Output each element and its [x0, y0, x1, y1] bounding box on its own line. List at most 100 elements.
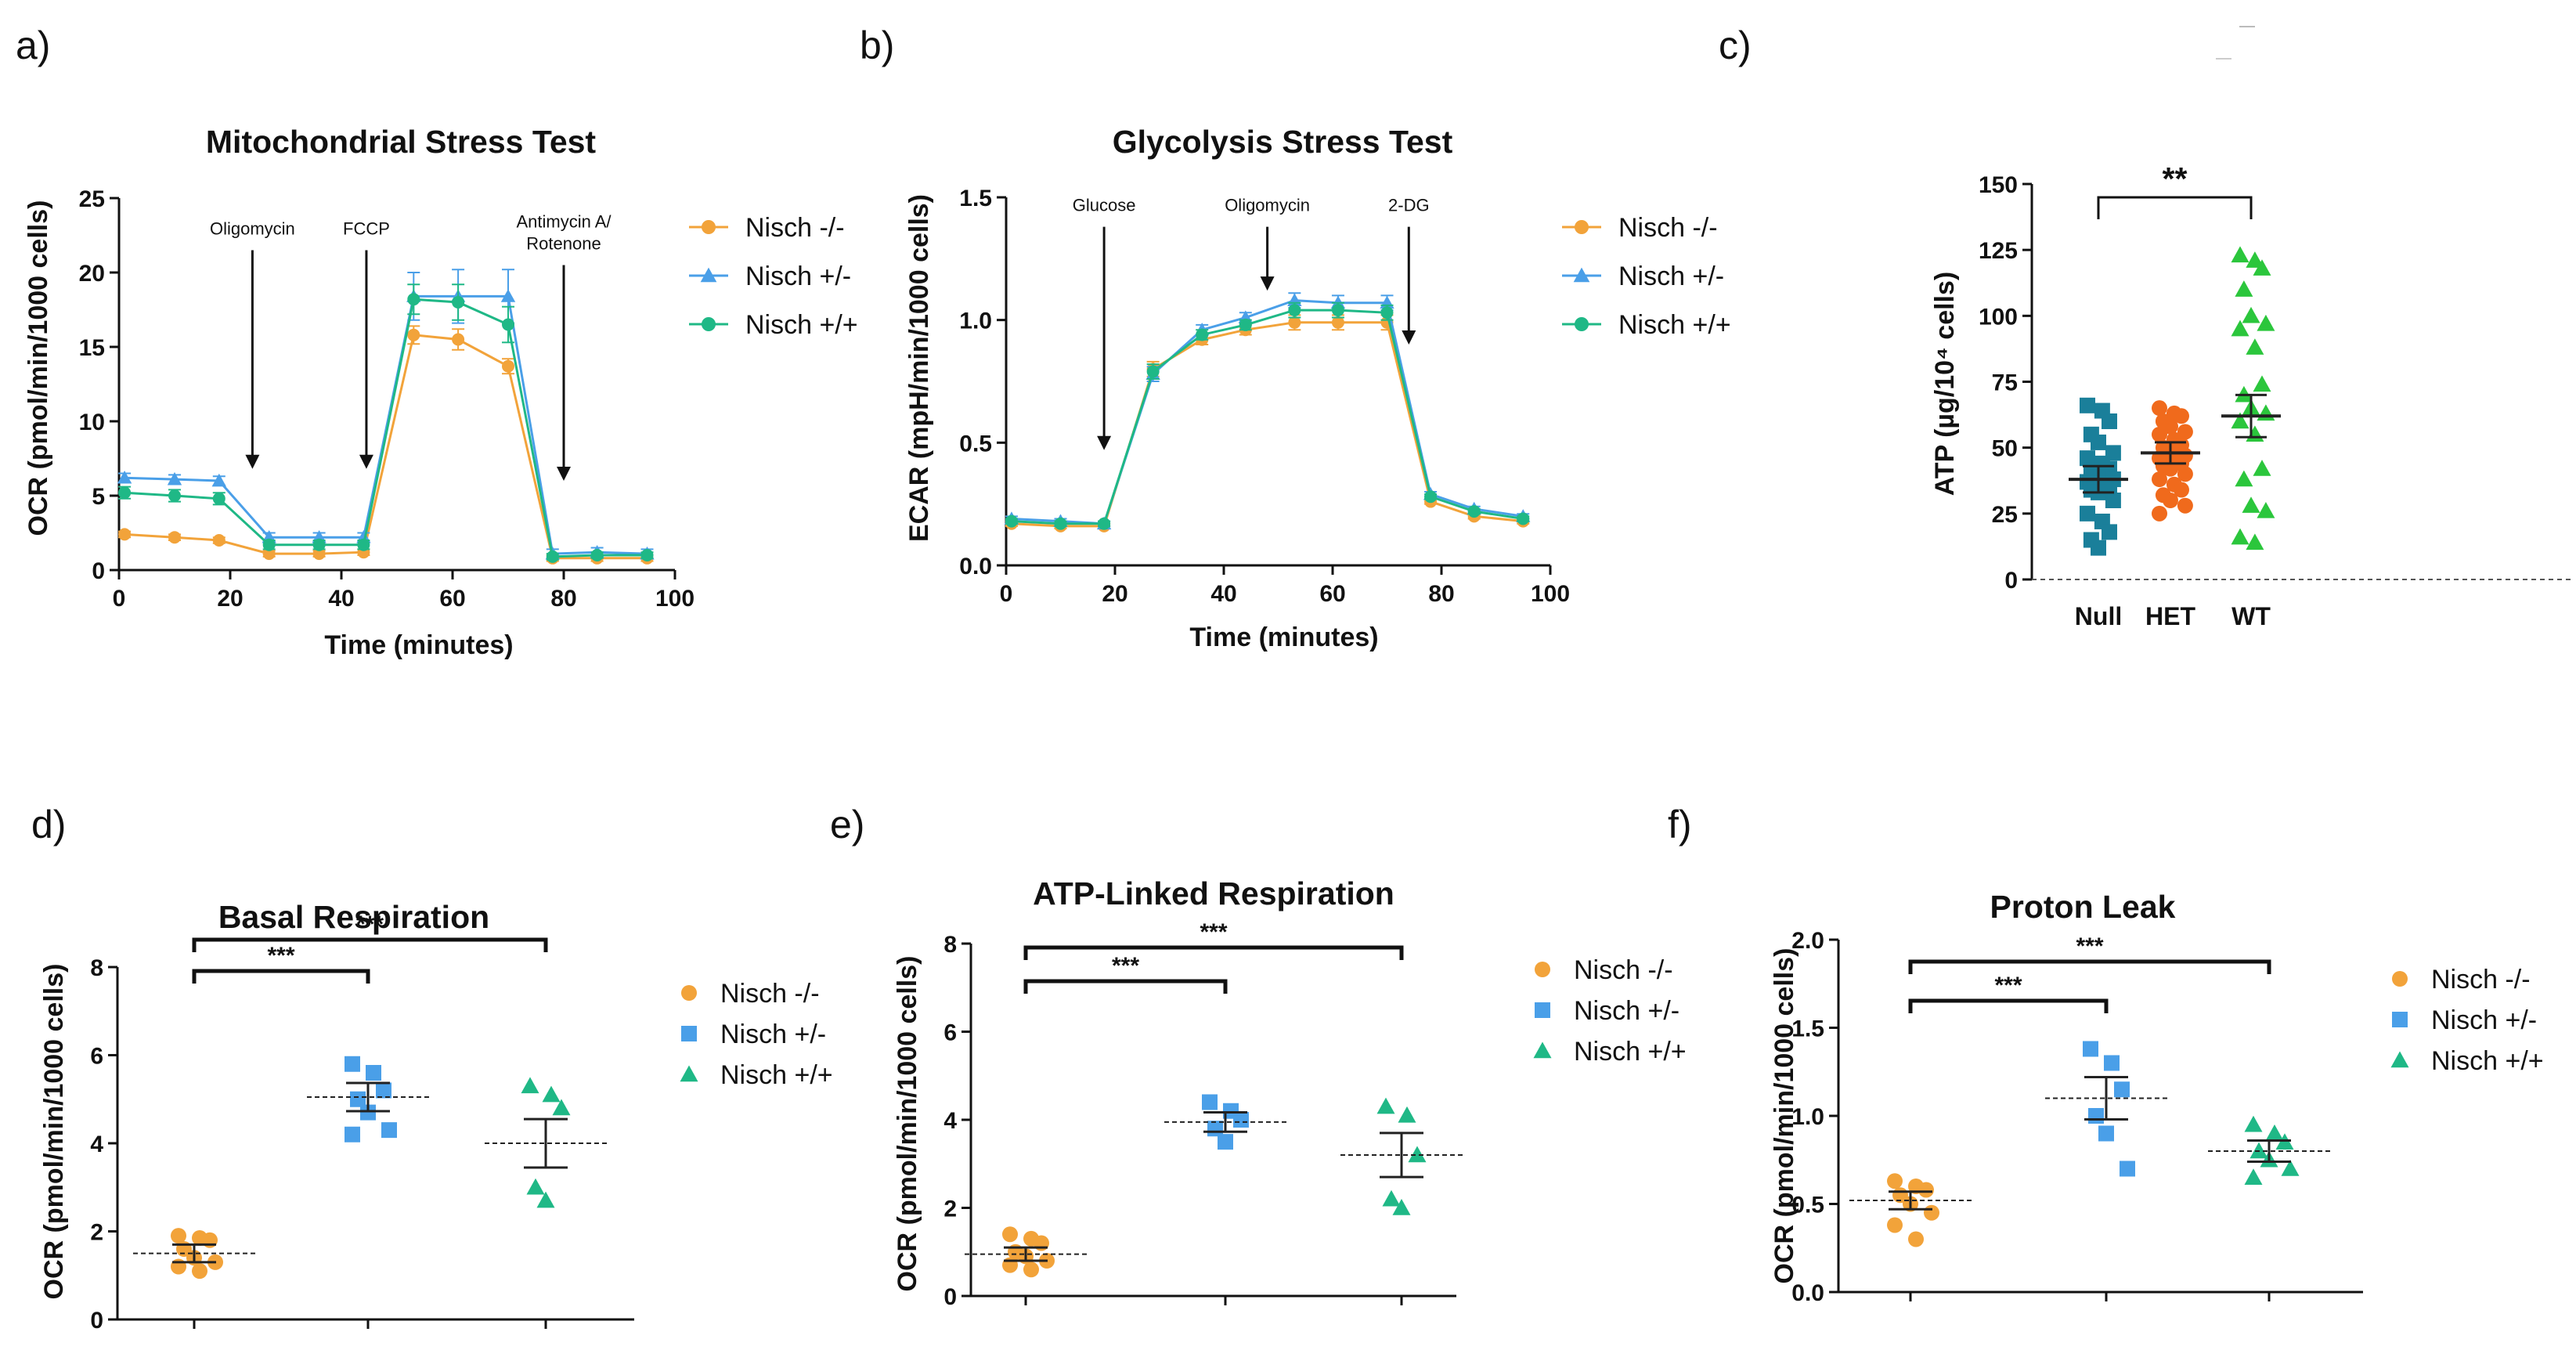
- x-tick-label: 0: [1000, 581, 1013, 607]
- data-point: [2152, 426, 2167, 442]
- legend-marker: [1535, 962, 1550, 977]
- panel-e-label: e): [830, 803, 864, 846]
- significance-bracket: [1023, 945, 1404, 960]
- y-tick-label: 75: [1992, 370, 2018, 396]
- significance-stars: **: [2163, 161, 2188, 197]
- data-point: [2102, 524, 2117, 540]
- legend-label: Nisch -/-: [2431, 965, 2531, 994]
- annotation-arrowhead: [359, 454, 373, 469]
- panel-c-ylabel: ATP (µg/10⁴ cells): [1930, 272, 1960, 496]
- data-point: [366, 1065, 381, 1081]
- data-point: [2281, 1160, 2300, 1176]
- data-point: [2098, 1125, 2114, 1142]
- series-line-1: [124, 294, 648, 555]
- data-point: [1098, 517, 1111, 530]
- x-tick-label: 80: [550, 586, 576, 612]
- y-tick-label: 4: [943, 1108, 957, 1134]
- legend-label: Nisch +/-: [2431, 1005, 2537, 1035]
- legend-label: Nisch +/+: [720, 1060, 833, 1090]
- y-tick-label: 1.5: [959, 186, 992, 211]
- data-point: [350, 1091, 366, 1107]
- y-tick-label: 150: [1979, 172, 2018, 198]
- data-point: [2120, 1160, 2135, 1177]
- legend-marker: [2392, 1012, 2408, 1027]
- data-point: [2242, 496, 2260, 513]
- data-point: [1924, 1204, 1939, 1221]
- y-tick-label: 100: [1979, 304, 2018, 330]
- y-tick-label: 8: [90, 955, 103, 981]
- data-point: [2253, 259, 2271, 276]
- data-point: [2231, 412, 2249, 429]
- data-point: [1005, 514, 1018, 528]
- y-tick-label: 20: [79, 261, 105, 287]
- legend-label: Nisch +/-: [1574, 996, 1679, 1026]
- category-label: Null: [2075, 602, 2122, 630]
- y-tick-label: 1.5: [1791, 1016, 1824, 1042]
- data-point: [2174, 408, 2189, 424]
- data-point: [1382, 1189, 1401, 1207]
- legend-marker: [2392, 971, 2408, 987]
- plot-f: 0.0 0.5 1.0 1.5 2.0 Nisch -/- Nisch +/- Nisch +…: [1791, 928, 2543, 1306]
- plot-b: 0.0 0.5 1.0 1.5 0 20 40 60 80 100 Nisch -/- Nisch +…: [959, 186, 1730, 607]
- y-tick-label: 1.0: [959, 309, 992, 334]
- data-point: [262, 538, 276, 551]
- legend-label: Nisch -/-: [1574, 955, 1673, 985]
- data-point: [168, 531, 181, 544]
- data-point: [2231, 528, 2249, 545]
- data-point: [2105, 493, 2121, 508]
- y-tick-label: 0.0: [1791, 1280, 1824, 1306]
- y-tick-label: 6: [943, 1020, 957, 1046]
- significance-bracket: [1908, 998, 2109, 1013]
- panel-a-label: a): [16, 23, 50, 67]
- data-point: [2246, 251, 2264, 268]
- panel-a-xlabel: Time (minutes): [324, 630, 513, 660]
- data-point: [376, 1082, 391, 1099]
- legend-marker: [1535, 1002, 1550, 1018]
- legend-marker: [1575, 220, 1589, 234]
- y-tick-label: 15: [79, 335, 105, 361]
- data-point: [2091, 434, 2106, 450]
- panel-b-xlabel: Time (minutes): [1189, 623, 1378, 652]
- y-tick-label: 8: [943, 932, 957, 958]
- x-tick-label: 100: [655, 586, 695, 612]
- y-tick-label: 1.0: [1791, 1104, 1824, 1130]
- data-point: [2231, 246, 2249, 263]
- panel-b-label: b): [860, 23, 894, 67]
- legend-marker: [1575, 317, 1589, 331]
- x-tick-label: 60: [439, 586, 465, 612]
- legend-label: Nisch +/-: [745, 262, 851, 291]
- series-line-0: [124, 334, 648, 560]
- x-tick-label: 60: [1319, 581, 1345, 607]
- data-point: [2246, 533, 2264, 550]
- significance-stars: ***: [1112, 953, 1139, 979]
- annotation-arrowhead: [1402, 330, 1416, 345]
- category-label: HET: [2145, 602, 2195, 630]
- data-point: [2177, 497, 2193, 514]
- significance-stars: ***: [267, 943, 294, 969]
- annotation-arrowhead: [245, 454, 260, 469]
- data-point: [2231, 319, 2249, 337]
- plot-a: 0 5 10 15 20 25 0 20 40 60 80 100 Nisch -/- Nisch +/-…: [79, 186, 858, 612]
- data-point: [192, 1263, 207, 1280]
- y-tick-label: 0.5: [959, 431, 992, 457]
- data-point: [2102, 413, 2117, 429]
- y-tick-label: 0: [2004, 568, 2018, 594]
- data-point: [1376, 1097, 1395, 1114]
- data-point: [118, 486, 132, 500]
- legend-marker: [2390, 1051, 2409, 1068]
- data-point: [2257, 404, 2275, 421]
- annotation-label: FCCP: [343, 219, 390, 239]
- data-point: [1408, 1146, 1427, 1163]
- legend-marker: [700, 267, 717, 283]
- data-point: [2177, 466, 2193, 482]
- series-line-2: [124, 298, 648, 558]
- y-tick-label: 25: [79, 186, 105, 212]
- data-point: [502, 359, 514, 373]
- legend-marker: [702, 220, 716, 234]
- panel-e-title: ATP-Linked Respiration: [1033, 875, 1394, 911]
- data-point: [500, 289, 516, 302]
- data-point: [2246, 338, 2264, 355]
- data-point: [1918, 1182, 1934, 1198]
- data-point: [2235, 280, 2253, 297]
- data-point: [2163, 460, 2178, 477]
